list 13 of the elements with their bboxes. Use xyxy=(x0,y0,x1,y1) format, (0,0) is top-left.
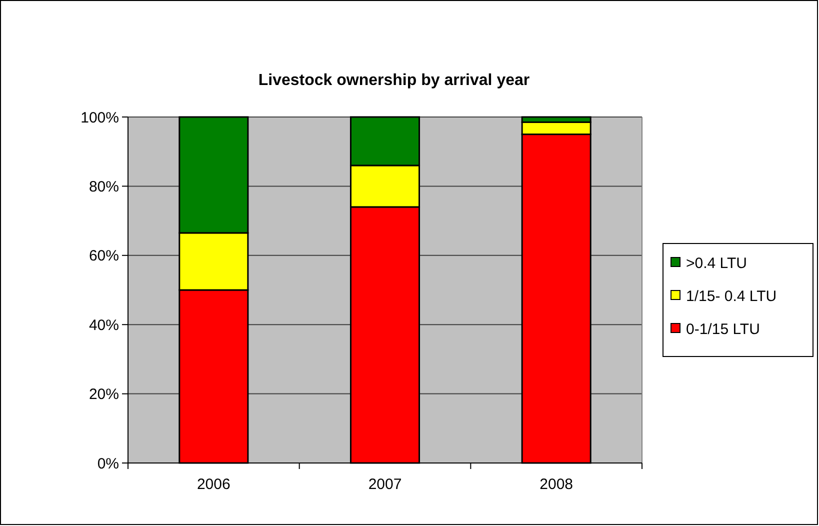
y-tick-label: 20% xyxy=(88,386,119,404)
legend-label: 1/15- 0.4 LTU xyxy=(686,288,777,305)
legend-label: 0-1/15 LTU xyxy=(686,320,760,338)
x-tick-label: 2007 xyxy=(368,476,402,493)
chart-title: Livestock ownership by arrival year xyxy=(258,72,530,89)
y-tick-label: 0% xyxy=(97,455,119,472)
x-tick-label: 2008 xyxy=(540,476,574,493)
x-tick-label: 2006 xyxy=(196,476,230,493)
y-tick-label: 80% xyxy=(88,178,119,196)
y-tick-label: 60% xyxy=(88,248,119,265)
legend-label: >0.4 LTU xyxy=(686,254,748,272)
y-tick-label: 100% xyxy=(80,109,119,126)
y-tick-label: 40% xyxy=(88,316,119,334)
